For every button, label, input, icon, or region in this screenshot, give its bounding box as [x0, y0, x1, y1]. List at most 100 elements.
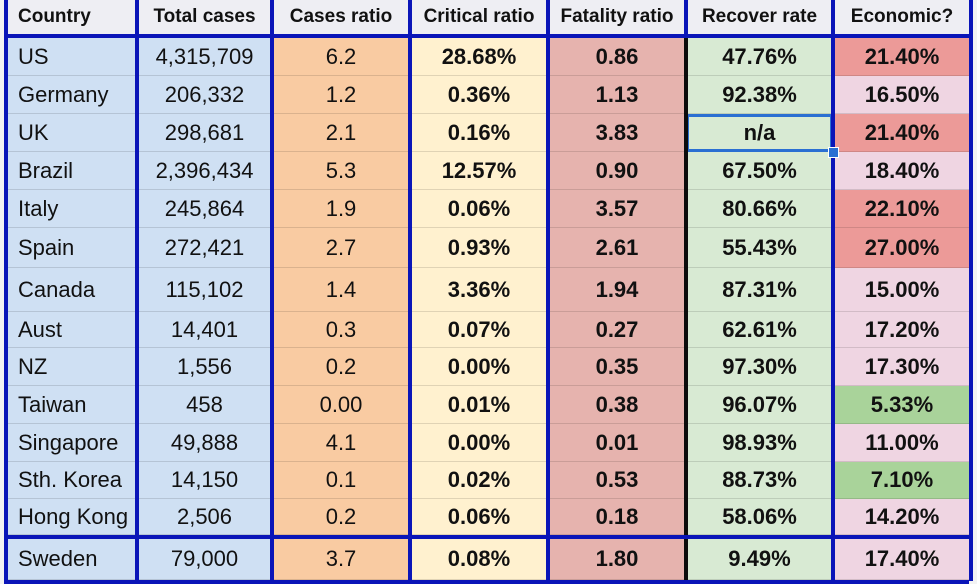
cell-critical-ratio[interactable]: 0.36%	[410, 76, 548, 114]
cell-cases-ratio[interactable]: 3.7	[272, 539, 410, 580]
column-header-total-cases[interactable]: Total cases	[137, 0, 272, 34]
cell-critical-ratio[interactable]: 0.00%	[410, 348, 548, 386]
cell-country[interactable]: Taiwan	[8, 386, 137, 424]
cell-cases-ratio[interactable]: 2.7	[272, 228, 410, 268]
cell-economic[interactable]: 27.00%	[833, 228, 971, 268]
cell-recover-rate[interactable]: 98.93%	[686, 424, 833, 462]
cell-economic[interactable]: 21.40%	[833, 114, 971, 152]
cell-fatality-ratio[interactable]: 1.94	[548, 268, 686, 312]
cell-recover-rate[interactable]: 67.50%	[686, 152, 833, 190]
column-header-critical-ratio[interactable]: Critical ratio	[410, 0, 548, 34]
cell-total-cases[interactable]: 49,888	[137, 424, 272, 462]
cell-fatality-ratio[interactable]: 0.53	[548, 462, 686, 499]
column-header-recover-rate[interactable]: Recover rate	[686, 0, 833, 34]
cell-economic[interactable]: 17.30%	[833, 348, 971, 386]
cell-critical-ratio[interactable]: 0.93%	[410, 228, 548, 268]
cell-fatality-ratio[interactable]: 3.83	[548, 114, 686, 152]
cell-economic[interactable]: 16.50%	[833, 76, 971, 114]
cell-country[interactable]: UK	[8, 114, 137, 152]
cell-critical-ratio[interactable]: 3.36%	[410, 268, 548, 312]
cell-total-cases[interactable]: 2,396,434	[137, 152, 272, 190]
cell-total-cases[interactable]: 115,102	[137, 268, 272, 312]
cell-cases-ratio[interactable]: 2.1	[272, 114, 410, 152]
selected-cell[interactable]: n/a	[686, 114, 833, 152]
cell-cases-ratio[interactable]: 5.3	[272, 152, 410, 190]
cell-fatality-ratio[interactable]: 0.35	[548, 348, 686, 386]
cell-critical-ratio[interactable]: 0.02%	[410, 462, 548, 499]
cell-fatality-ratio[interactable]: 0.27	[548, 312, 686, 348]
cell-recover-rate[interactable]: 92.38%	[686, 76, 833, 114]
cell-recover-rate[interactable]: 55.43%	[686, 228, 833, 268]
cell-critical-ratio[interactable]: 0.06%	[410, 190, 548, 228]
cell-economic[interactable]: 7.10%	[833, 462, 971, 499]
cell-recover-rate[interactable]: 97.30%	[686, 348, 833, 386]
cell-fatality-ratio[interactable]: 3.57	[548, 190, 686, 228]
cell-total-cases[interactable]: 272,421	[137, 228, 272, 268]
cell-critical-ratio[interactable]: 0.07%	[410, 312, 548, 348]
cell-recover-rate[interactable]: 87.31%	[686, 268, 833, 312]
cell-economic[interactable]: 5.33%	[833, 386, 971, 424]
cell-economic[interactable]: 17.20%	[833, 312, 971, 348]
cell-country[interactable]: Spain	[8, 228, 137, 268]
cell-economic[interactable]: 22.10%	[833, 190, 971, 228]
cell-total-cases[interactable]: 458	[137, 386, 272, 424]
selection-fill-handle[interactable]	[828, 147, 839, 158]
cell-country[interactable]: US	[8, 38, 137, 76]
cell-recover-rate[interactable]: 58.06%	[686, 499, 833, 535]
cell-total-cases[interactable]: 298,681	[137, 114, 272, 152]
cell-recover-rate[interactable]: 47.76%	[686, 38, 833, 76]
column-header-cases-ratio[interactable]: Cases ratio	[272, 0, 410, 34]
cell-total-cases[interactable]: 245,864	[137, 190, 272, 228]
cell-total-cases[interactable]: 206,332	[137, 76, 272, 114]
cell-critical-ratio[interactable]: 0.08%	[410, 539, 548, 580]
cell-total-cases[interactable]: 79,000	[137, 539, 272, 580]
cell-economic[interactable]: 14.20%	[833, 499, 971, 535]
cell-recover-rate[interactable]: 96.07%	[686, 386, 833, 424]
cell-fatality-ratio[interactable]: 0.18	[548, 499, 686, 535]
cell-recover-rate[interactable]: 88.73%	[686, 462, 833, 499]
column-header-country[interactable]: Country	[8, 0, 137, 34]
cell-country[interactable]: Singapore	[8, 424, 137, 462]
cell-fatality-ratio[interactable]: 0.86	[548, 38, 686, 76]
cell-fatality-ratio[interactable]: 1.13	[548, 76, 686, 114]
cell-economic[interactable]: 18.40%	[833, 152, 971, 190]
cell-country[interactable]: NZ	[8, 348, 137, 386]
cell-cases-ratio[interactable]: 1.4	[272, 268, 410, 312]
cell-recover-rate[interactable]: 62.61%	[686, 312, 833, 348]
cell-total-cases[interactable]: 14,150	[137, 462, 272, 499]
cell-critical-ratio[interactable]: 0.06%	[410, 499, 548, 535]
cell-cases-ratio[interactable]: 6.2	[272, 38, 410, 76]
column-header-fatality-ratio[interactable]: Fatality ratio	[548, 0, 686, 34]
cell-critical-ratio[interactable]: 28.68%	[410, 38, 548, 76]
cell-total-cases[interactable]: 2,506	[137, 499, 272, 535]
cell-cases-ratio[interactable]: 0.1	[272, 462, 410, 499]
cell-country[interactable]: Sth. Korea	[8, 462, 137, 499]
cell-critical-ratio[interactable]: 12.57%	[410, 152, 548, 190]
cell-country[interactable]: Italy	[8, 190, 137, 228]
cell-recover-rate[interactable]: 80.66%	[686, 190, 833, 228]
cell-recover-rate[interactable]: 9.49%	[686, 539, 833, 580]
cell-country[interactable]: Sweden	[8, 539, 137, 580]
cell-economic[interactable]: 11.00%	[833, 424, 971, 462]
cell-cases-ratio[interactable]: 0.00	[272, 386, 410, 424]
cell-cases-ratio[interactable]: 0.2	[272, 348, 410, 386]
cell-country[interactable]: Canada	[8, 268, 137, 312]
cell-economic[interactable]: 21.40%	[833, 38, 971, 76]
cell-cases-ratio[interactable]: 4.1	[272, 424, 410, 462]
cell-country[interactable]: Hong Kong	[8, 499, 137, 535]
cell-critical-ratio[interactable]: 0.00%	[410, 424, 548, 462]
cell-fatality-ratio[interactable]: 0.38	[548, 386, 686, 424]
column-header-economic[interactable]: Economic?	[833, 0, 971, 34]
cell-total-cases[interactable]: 4,315,709	[137, 38, 272, 76]
cell-cases-ratio[interactable]: 1.9	[272, 190, 410, 228]
cell-fatality-ratio[interactable]: 0.01	[548, 424, 686, 462]
cell-critical-ratio[interactable]: 0.01%	[410, 386, 548, 424]
cell-fatality-ratio[interactable]: 2.61	[548, 228, 686, 268]
cell-country[interactable]: Brazil	[8, 152, 137, 190]
cell-economic[interactable]: 17.40%	[833, 539, 971, 580]
cell-fatality-ratio[interactable]: 1.80	[548, 539, 686, 580]
cell-total-cases[interactable]: 14,401	[137, 312, 272, 348]
cell-country[interactable]: Aust	[8, 312, 137, 348]
cell-critical-ratio[interactable]: 0.16%	[410, 114, 548, 152]
cell-cases-ratio[interactable]: 1.2	[272, 76, 410, 114]
